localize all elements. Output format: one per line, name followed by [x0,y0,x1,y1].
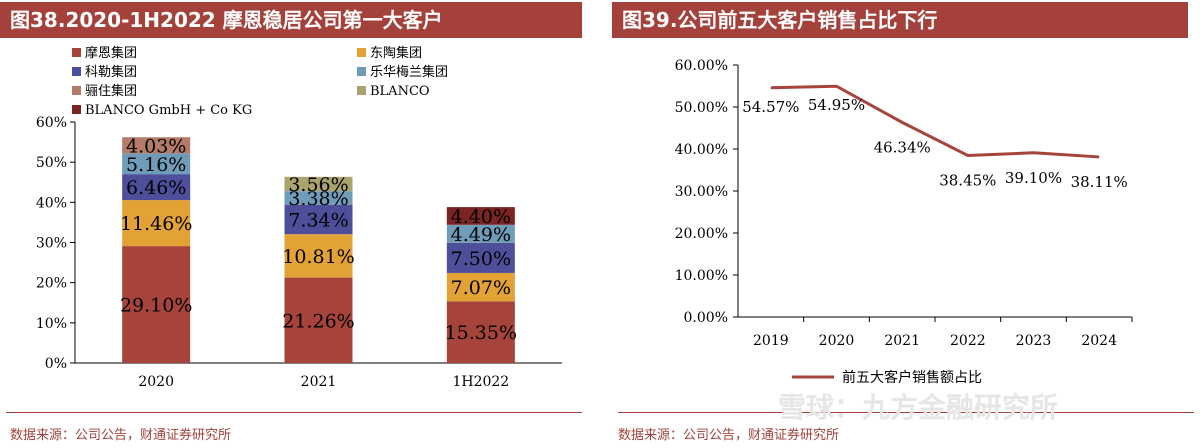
y-tick-label: 10% [36,316,67,332]
series-line [770,84,1100,159]
data-label: 15.35% [445,322,517,344]
data-label: 21.26% [282,310,354,332]
data-label: 3.38% [288,188,348,210]
line-chart: 0.00% 10.00% 20.00% 30.00% 40.00% 50.00% 60.00… [675,58,1133,386]
y-tick-label: 10.00% [675,268,728,284]
data-label: 3.56% [288,174,348,196]
legend-label: BLANCO GmbH + Co KG [85,103,252,118]
bar-segment [446,207,515,225]
y-tick-label: 0.00% [684,310,728,326]
y-tick-label: 30.00% [675,184,728,200]
bar-segment [122,200,191,247]
x-tick-label: 2024 [1081,333,1117,349]
x-tick-label: 2021 [884,333,920,349]
x-tick-label: 1H2022 [452,374,509,390]
bar-segment [122,153,191,175]
x-tick-label: 2022 [950,333,986,349]
legend-swatch [72,48,81,57]
left-chart-panel: 图38.2020-1H2022 摩恩稳居公司第一大客户 摩恩集团 东陶集团科勒集团… [0,0,590,448]
y-tick-label: 20% [36,276,67,292]
legend-label: BLANCO [370,84,430,99]
y-tick-label: 30% [36,236,67,252]
y-tick-label: 60.00% [675,58,728,74]
x-tick-label: 2020 [138,374,174,390]
data-label: 46.34% [874,138,931,156]
right-chart-panel: 图39.公司前五大客户销售占比下行 0.00% 10.00% 20.00% 30.00… [612,0,1200,448]
data-label: 7.07% [451,277,511,299]
data-label: 39.10% [1005,169,1062,187]
right-source-note: 数据来源：公司公告，财通证券研究所 [618,428,840,443]
bar-segment [122,246,191,363]
y-tick-label: 40% [36,195,67,211]
watermark: 雪球：九方金融研究所 [778,391,1059,424]
data-label: 4.49% [451,224,511,246]
data-label: 5.16% [126,154,186,176]
y-tick-label: 60% [36,115,67,131]
data-label: 54.57% [742,98,799,116]
y-tick-label: 50.00% [675,100,728,116]
data-label: 4.40% [451,206,511,228]
bar-segment [122,174,191,201]
y-tick-label: 0% [45,356,67,372]
x-tick-label: 2019 [753,333,789,349]
bar-segment [284,191,353,205]
data-label: 7.50% [451,248,511,270]
bar-segment [446,224,515,243]
legend-label: 东陶集团 [370,45,422,61]
bar-segment [284,234,353,278]
legend-swatch [357,86,366,95]
data-label: 11.46% [120,213,192,235]
legend-swatch [357,67,366,76]
data-label: 38.45% [939,172,996,190]
bar-segment [446,301,515,363]
legend-label: 乐华梅兰集团 [370,64,448,80]
left-source-divider [6,412,582,413]
data-label: 29.10% [120,295,192,317]
right-chart-title: 图39.公司前五大客户销售占比下行 [612,2,1188,38]
legend-swatch [72,86,81,95]
legend-swatch [72,67,81,76]
y-tick-label: 40.00% [675,142,728,158]
bar-segment [122,137,191,154]
data-label: 6.46% [126,177,186,199]
bar-segment [446,272,515,302]
data-label: 54.95% [808,96,865,114]
right-source-divider [618,412,1194,413]
data-label: 7.34% [288,209,348,231]
left-source-note: 数据来源：公司公告，财通证券研究所 [10,428,232,443]
bar-segment [284,277,353,363]
legend-label: 骊住集团 [85,83,137,99]
x-tick-label: 2021 [301,374,337,390]
data-label: 4.03% [126,135,186,157]
data-label: 38.11% [1071,173,1128,191]
bar-segment [284,176,353,192]
y-tick-label: 50% [36,155,67,171]
x-tick-label: 2023 [1016,333,1052,349]
bar-segment [284,204,353,235]
legend-swatch [357,48,366,57]
data-label: 10.81% [282,246,354,268]
left-chart-title: 图38.2020-1H2022 摩恩稳居公司第一大客户 [0,2,582,38]
legend-label: 前五大客户销售额占比 [842,369,982,386]
x-tick-label: 2020 [819,333,855,349]
y-tick-label: 20.00% [675,226,728,242]
legend-label: 摩恩集团 [85,45,137,61]
legend-label: 科勒集团 [85,64,137,80]
bar-segment [446,242,515,273]
legend-swatch [72,105,81,114]
